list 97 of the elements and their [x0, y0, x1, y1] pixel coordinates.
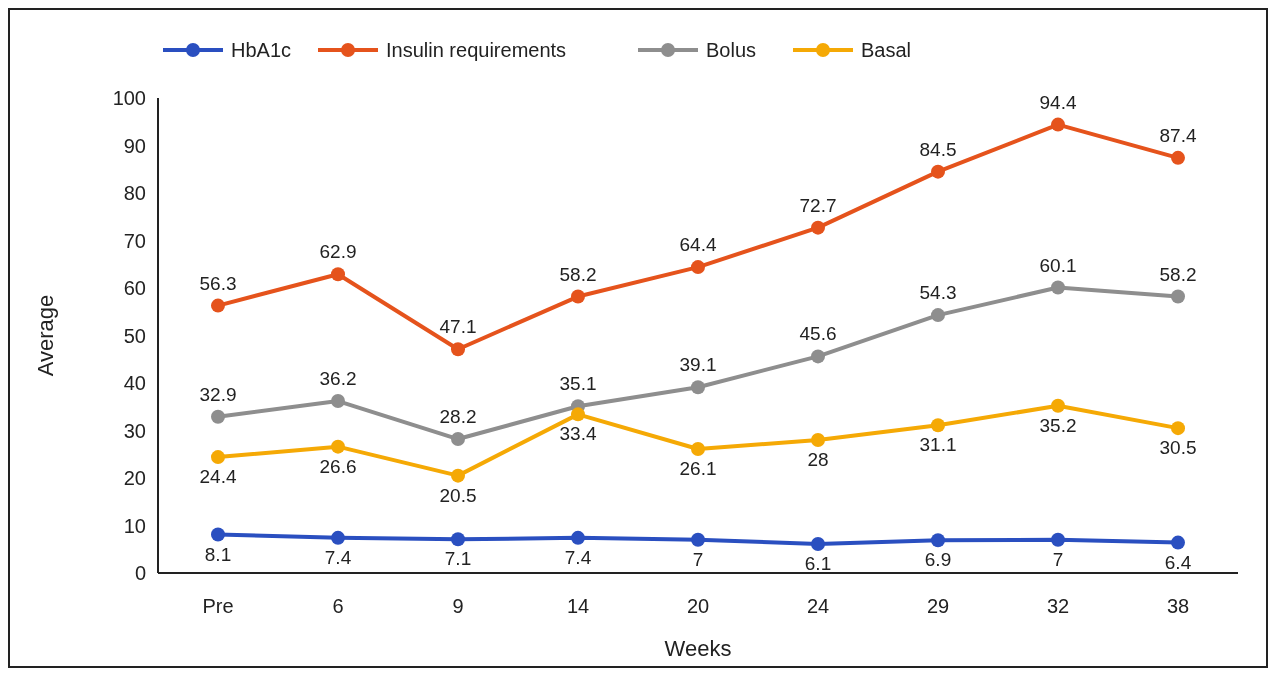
point — [691, 442, 705, 457]
point — [571, 407, 585, 422]
x-tick-label: 6 — [332, 595, 344, 617]
x-tick-label: 38 — [1166, 595, 1190, 617]
data-label: 36.2 — [319, 368, 357, 390]
data-label: 7.4 — [564, 546, 592, 568]
data-label: 35.1 — [559, 373, 597, 395]
data-label: 20.5 — [439, 484, 477, 506]
y-tick-label: 20 — [123, 467, 146, 489]
x-tick-label: 24 — [806, 595, 830, 617]
point — [931, 164, 945, 179]
legend-label: Insulin requirements — [386, 39, 567, 61]
data-label: 26.1 — [679, 458, 717, 480]
point — [451, 532, 465, 547]
data-label: 32.9 — [199, 383, 237, 405]
x-tick-label: 29 — [926, 595, 950, 617]
point — [451, 342, 465, 357]
x-axis-title: Weeks — [664, 636, 732, 661]
x-tick-label: 9 — [452, 595, 464, 617]
point — [691, 532, 705, 547]
data-label: 6.4 — [1164, 551, 1192, 573]
data-label: 7 — [692, 548, 704, 570]
y-tick-label: 0 — [134, 562, 146, 584]
point — [931, 418, 945, 433]
point — [451, 432, 465, 447]
data-label: 6.1 — [804, 553, 832, 575]
point — [1051, 532, 1065, 547]
point — [571, 289, 585, 304]
data-label: 62.9 — [319, 241, 357, 263]
point — [331, 394, 345, 409]
y-tick-label: 30 — [123, 419, 146, 442]
data-label: 30.5 — [1159, 437, 1197, 459]
data-label: 60.1 — [1039, 254, 1077, 276]
data-label: 54.3 — [919, 282, 957, 304]
data-label: 47.1 — [439, 316, 477, 338]
point — [211, 298, 225, 313]
point — [811, 537, 825, 552]
y-tick-label: 40 — [123, 372, 146, 394]
y-tick-label: 60 — [123, 277, 146, 299]
y-tick-label: 100 — [112, 87, 146, 109]
point — [1051, 117, 1065, 132]
x-tick-label: 14 — [566, 595, 590, 617]
legend-label: Basal — [861, 39, 912, 61]
x-tick-label: 32 — [1046, 595, 1070, 617]
y-tick-label: 70 — [123, 229, 146, 252]
point — [211, 409, 225, 424]
x-tick-label: Pre — [202, 595, 234, 617]
point — [691, 260, 705, 275]
point — [811, 433, 825, 447]
point — [451, 468, 465, 483]
data-label: 31.1 — [919, 434, 957, 456]
point — [931, 308, 945, 323]
data-label: 33.4 — [559, 423, 597, 445]
data-label: 87.4 — [1159, 124, 1197, 146]
point — [1171, 421, 1185, 436]
point — [931, 533, 945, 548]
data-label: 7 — [1052, 548, 1064, 570]
data-label: 7.1 — [444, 548, 472, 570]
data-label: 56.3 — [199, 272, 237, 294]
y-tick-label: 90 — [123, 134, 146, 157]
point — [811, 349, 825, 364]
data-label: 24.4 — [199, 466, 237, 488]
data-label: 72.7 — [799, 194, 837, 216]
point — [1051, 280, 1065, 295]
legend-label: HbA1c — [231, 39, 292, 61]
point — [811, 220, 825, 235]
point — [331, 530, 345, 545]
data-label: 8.1 — [204, 543, 232, 565]
y-tick-label: 80 — [123, 182, 146, 204]
legend-label: Bolus — [706, 39, 757, 61]
data-label: 28.2 — [439, 406, 477, 428]
point — [1171, 535, 1185, 550]
point — [571, 530, 585, 545]
point — [1171, 150, 1185, 165]
point — [1051, 398, 1065, 413]
data-label: 45.6 — [799, 323, 837, 345]
data-label: 6.9 — [924, 549, 952, 571]
data-label: 39.1 — [679, 354, 717, 376]
data-label: 94.4 — [1039, 91, 1077, 113]
data-label: 84.5 — [919, 138, 957, 160]
point — [211, 450, 225, 465]
data-label: 26.6 — [319, 455, 357, 477]
data-label: 58.2 — [1159, 263, 1197, 285]
point — [331, 439, 345, 454]
y-tick-label: 10 — [123, 514, 146, 537]
x-tick-label: 20 — [686, 595, 710, 617]
data-label: 58.2 — [559, 263, 597, 285]
data-label: 7.4 — [324, 546, 352, 568]
y-tick-label: 50 — [123, 324, 146, 347]
point — [1171, 289, 1185, 304]
data-label: 64.4 — [679, 234, 717, 256]
data-label: 28 — [807, 449, 829, 470]
data-label: 35.2 — [1039, 414, 1077, 436]
point — [211, 527, 225, 542]
point — [331, 267, 345, 282]
y-axis-title: Average — [33, 294, 58, 377]
point — [691, 380, 705, 395]
